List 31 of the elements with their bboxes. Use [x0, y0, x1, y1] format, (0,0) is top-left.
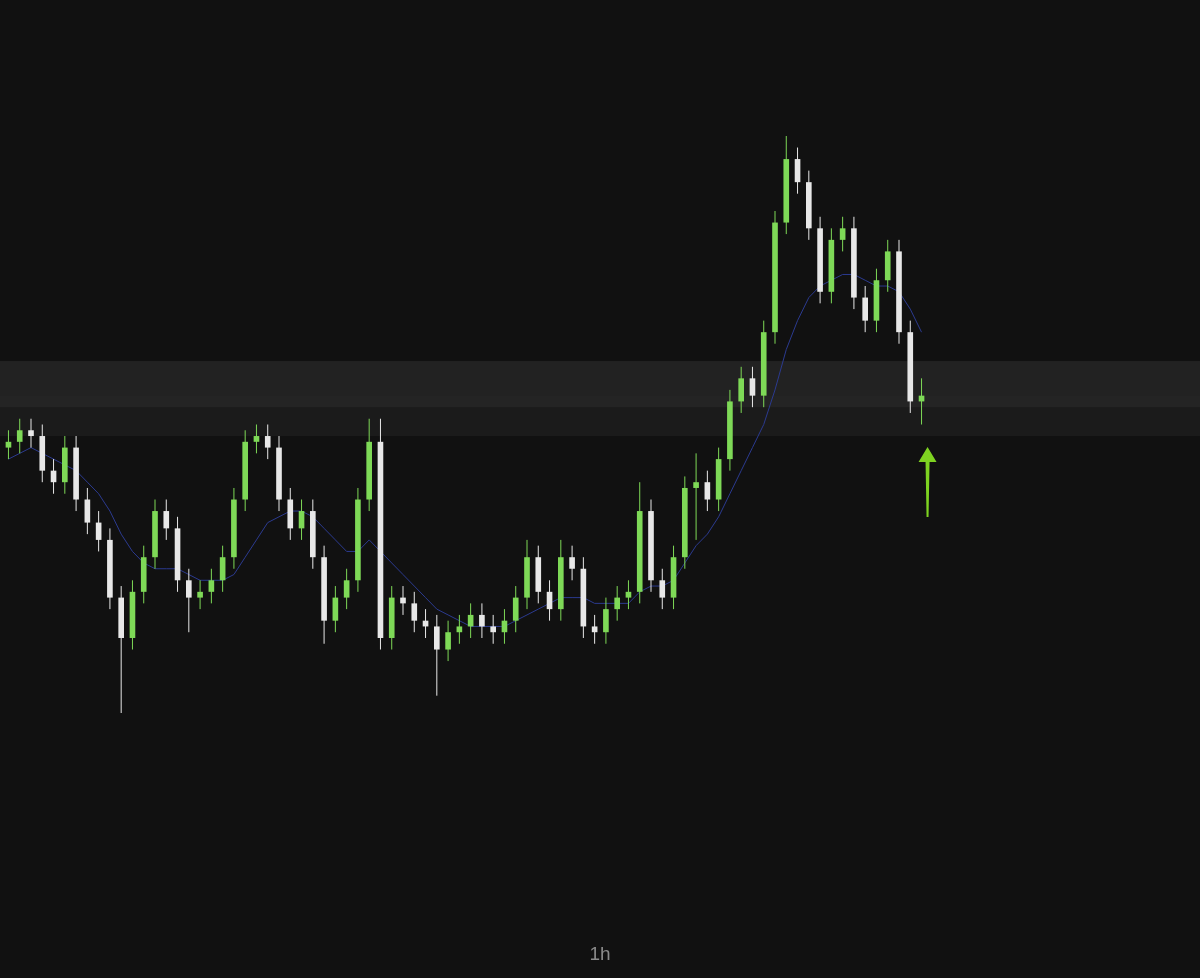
- candlestick: [479, 602, 485, 639]
- candlestick: [5, 429, 12, 460]
- candlestick: [839, 216, 846, 252]
- candlestick: [603, 597, 609, 645]
- candlestick: [163, 499, 170, 541]
- candlestick: [434, 614, 440, 697]
- candlestick: [197, 579, 203, 610]
- candlestick: [186, 568, 192, 633]
- candlestick: [659, 568, 666, 610]
- candlestick: [704, 470, 711, 512]
- text: 1h: [589, 943, 611, 964]
- candlestick: [512, 585, 519, 633]
- candlestick: [264, 424, 271, 460]
- candlestick: [862, 285, 868, 333]
- candlestick: [738, 366, 744, 414]
- candlestick: [490, 614, 496, 645]
- candlestick: [749, 366, 756, 408]
- candlestick: [343, 568, 350, 610]
- candlestick: [456, 614, 463, 645]
- candlestick: [625, 579, 632, 610]
- candlestick: [445, 620, 451, 662]
- candlestick: [411, 591, 418, 633]
- candlestick: [569, 545, 575, 581]
- candlestick: [28, 418, 34, 449]
- candlestick: [253, 424, 260, 454]
- candlestick: [208, 568, 215, 604]
- candlestick: [693, 452, 699, 541]
- candlestick: [614, 585, 620, 622]
- candlestick: [16, 418, 23, 454]
- candlestick: [400, 585, 406, 616]
- candlestick: [591, 614, 598, 645]
